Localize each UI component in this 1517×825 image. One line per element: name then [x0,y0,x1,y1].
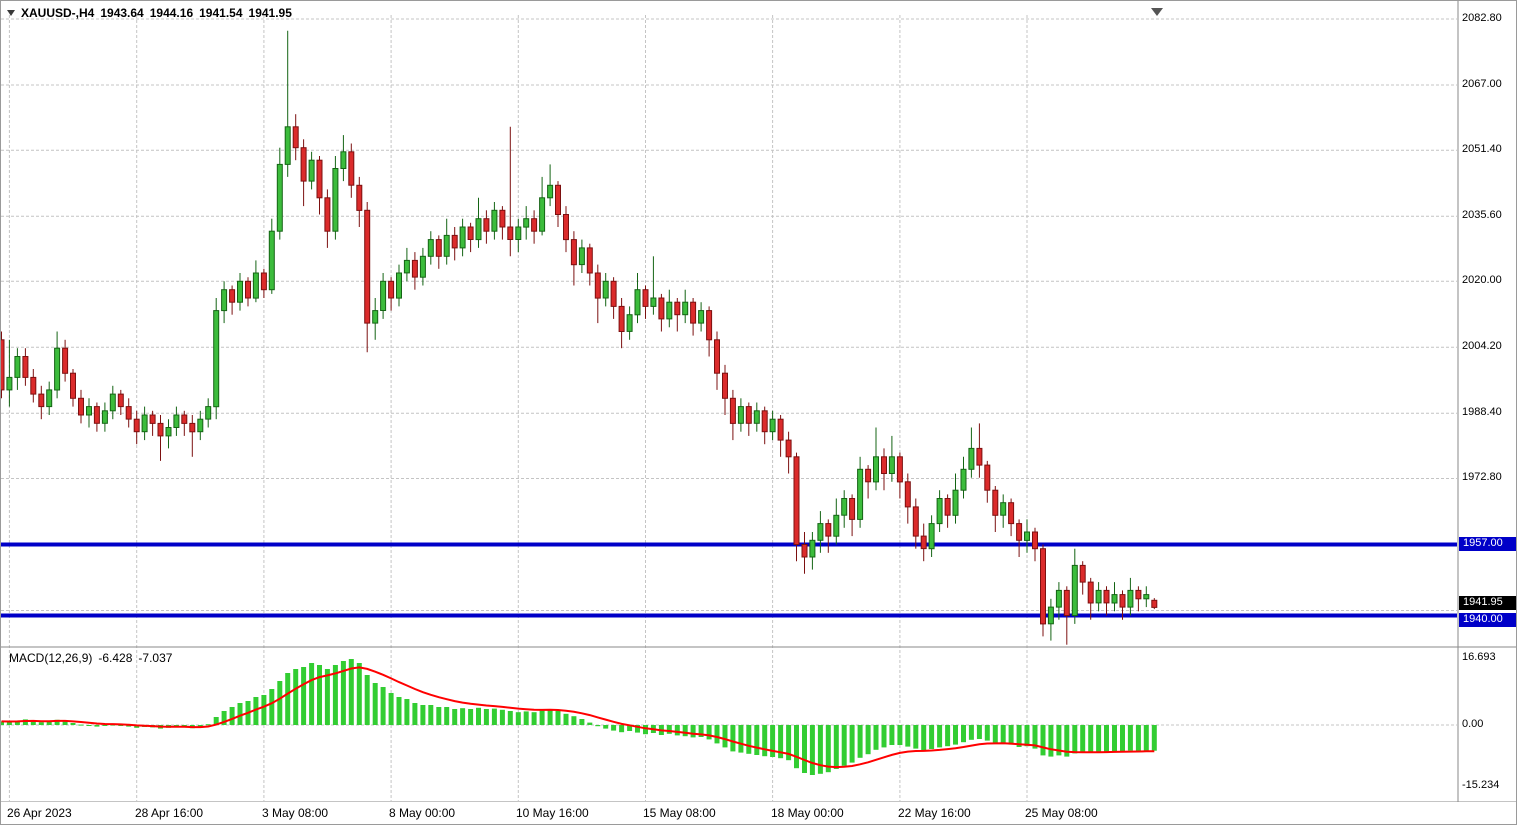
price-tag-current-price: 1941.95 [1459,596,1516,610]
macd-signal-line [1,666,1155,769]
price-tag-level-1957: 1957.00 [1459,537,1516,551]
price-tick: 2082.80 [1462,12,1502,24]
ohlc-collapse-icon[interactable] [7,10,15,16]
macd-name: MACD(12,26,9) [9,651,93,665]
horizontal-lines-layer [1,542,1457,618]
macd-tick: 16.693 [1462,651,1496,663]
time-label: 28 Apr 16:00 [135,806,204,820]
time-label: 26 Apr 2023 [7,806,72,820]
macd-signal-value: -7.037 [138,651,173,665]
time-label: 15 May 08:00 [643,806,716,820]
macd-indicator-label: MACD(12,26,9) -6.428 -7.037 [9,651,172,665]
time-label: 3 May 08:00 [262,806,329,820]
chart-shift-marker-icon[interactable] [1151,3,1163,21]
price-tag-level-1940: 1940.00 [1459,613,1516,627]
high-value: 1944.16 [149,6,194,20]
macd-main-value: -6.428 [98,651,133,665]
price-tick: 2035.60 [1462,209,1502,221]
time-label: 8 May 00:00 [389,806,456,820]
price-tick: 2067.00 [1462,78,1502,90]
price-tick: 1972.80 [1462,471,1502,483]
symbol-info: XAUUSD-,H4 1943.64 1944.16 1941.54 1941.… [7,6,292,20]
low-value: 1941.54 [199,6,243,20]
price-tick: 2004.20 [1462,340,1502,352]
macd-tick: 0.00 [1462,718,1484,730]
open-value: 1943.64 [100,6,144,20]
grid-layer [1,15,1457,801]
time-axis[interactable]: 26 Apr 2023 28 Apr 16:00 3 May 08:00 8 May … [1,802,1516,824]
price-tick: 2051.40 [1462,143,1502,155]
close-value: 1941.95 [248,6,292,20]
panel-borders [1,1,1516,803]
price-tick: 1988.40 [1462,406,1502,418]
price-tick: 2020.00 [1462,274,1502,286]
price-axis[interactable]: 2082.80 2067.00 2051.40 2035.60 2020.00 2004.… [1458,1,1516,802]
macd-tick: -15.234 [1462,779,1500,791]
candles-layer [1,30,1158,645]
macd-histogram-layer [1,659,1157,775]
time-label: 18 May 00:00 [771,806,844,820]
symbol-period-label: XAUUSD-,H4 [21,6,95,20]
time-label: 22 May 16:00 [898,806,971,820]
shift-triangle-icon [1151,8,1163,16]
time-label: 25 May 08:00 [1025,806,1098,820]
time-label: 10 May 16:00 [516,806,589,820]
